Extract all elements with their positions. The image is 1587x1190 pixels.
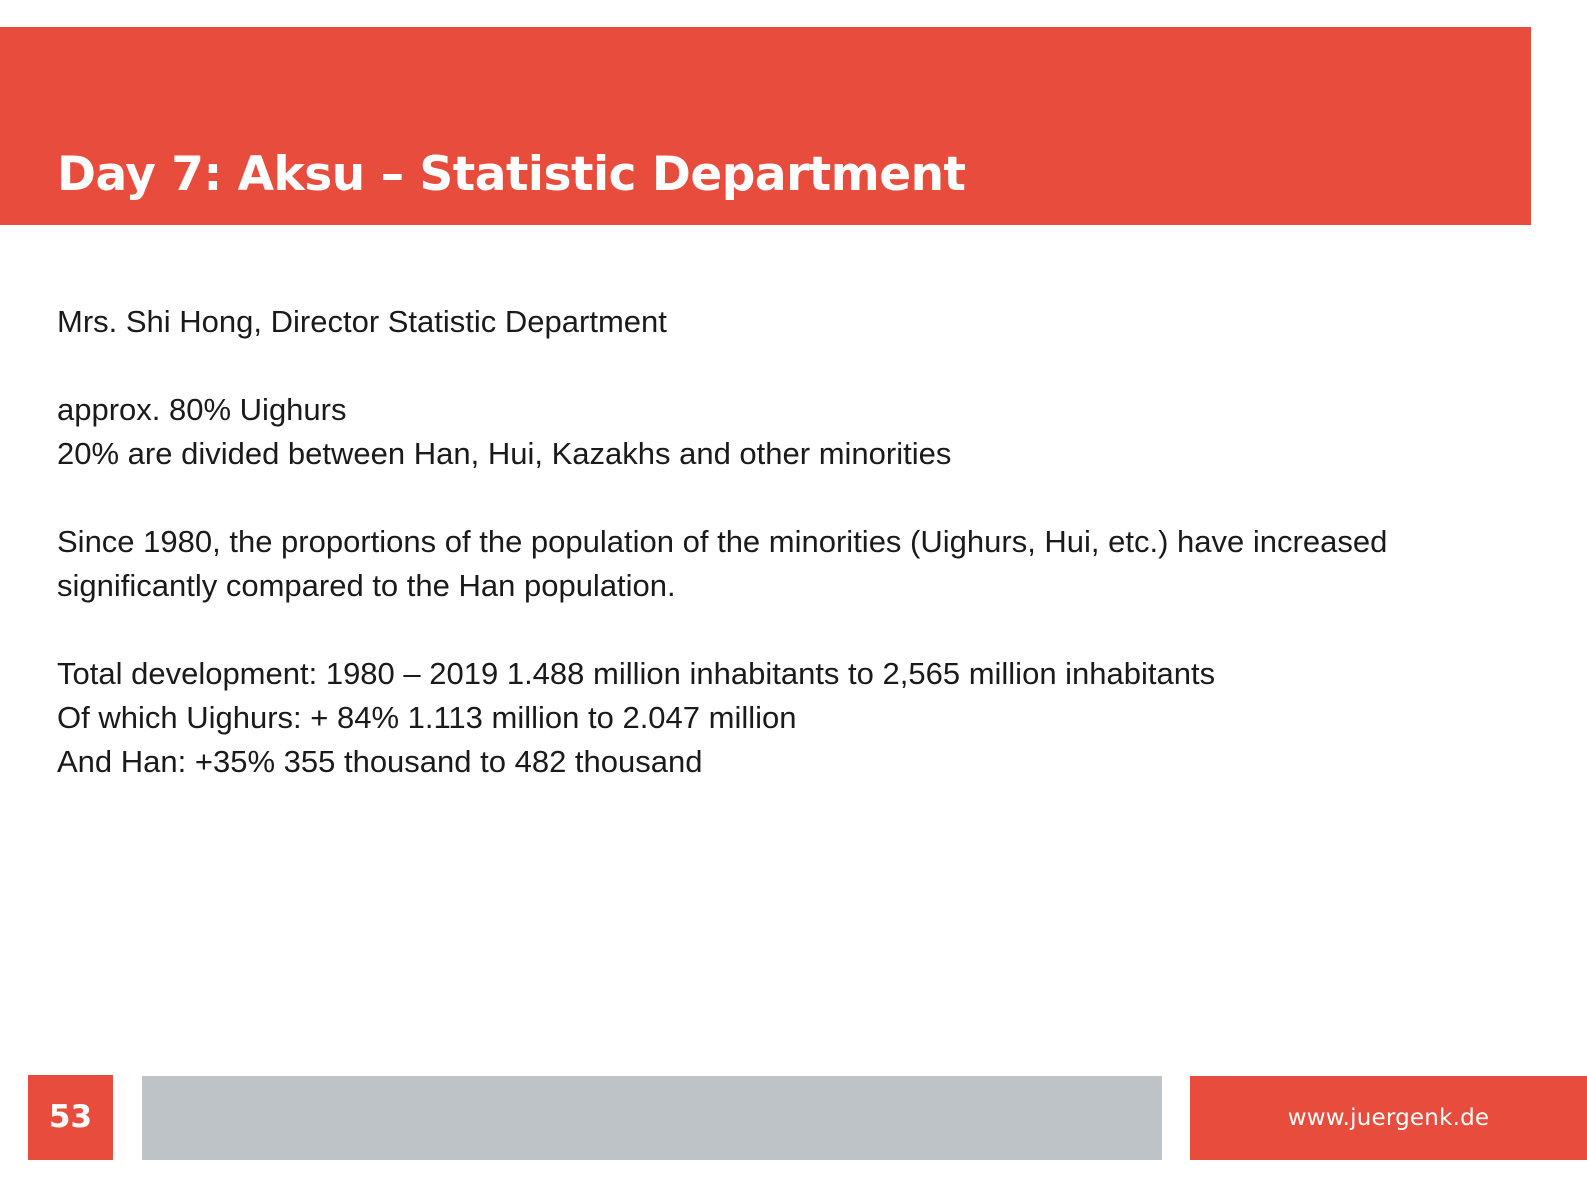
body-line: approx. 80% Uighurs [57, 392, 347, 427]
paragraph-ethnic-split: approx. 80% Uighurs 20% are divided betw… [57, 388, 1497, 476]
paragraph-spacer [57, 608, 1497, 652]
body-line: Total development: 1980 – 2019 1.488 mil… [57, 656, 1216, 691]
title-banner: Day 7: Aksu – Statistic Department [0, 27, 1531, 225]
page-number-badge: 53 [28, 1075, 113, 1160]
paragraph-total-development: Total development: 1980 – 2019 1.488 mil… [57, 652, 1497, 784]
footer-url-text: www.juergenk.de [1287, 1104, 1490, 1131]
paragraph-since-1980: Since 1980, the proportions of the popul… [57, 520, 1497, 608]
footer-divider-bar [142, 1076, 1162, 1160]
body-line: 20% are divided between Han, Hui, Kazakh… [57, 436, 952, 471]
page-title: Day 7: Aksu – Statistic Department [57, 147, 966, 202]
body-line: Of which Uighurs: + 84% 1.113 million to… [57, 700, 797, 735]
body-line: Mrs. Shi Hong, Director Statistic Depart… [57, 304, 667, 339]
body-line: Since 1980, the proportions of the popul… [57, 524, 1388, 603]
paragraph-spacer [57, 344, 1497, 388]
page-number: 53 [48, 1099, 93, 1135]
body-line: And Han: +35% 355 thousand to 482 thousa… [57, 744, 703, 779]
footer-url-box: www.juergenk.de [1190, 1076, 1587, 1160]
paragraph-intro: Mrs. Shi Hong, Director Statistic Depart… [57, 300, 1497, 344]
slide-body: Mrs. Shi Hong, Director Statistic Depart… [57, 300, 1497, 784]
paragraph-spacer [57, 476, 1497, 520]
